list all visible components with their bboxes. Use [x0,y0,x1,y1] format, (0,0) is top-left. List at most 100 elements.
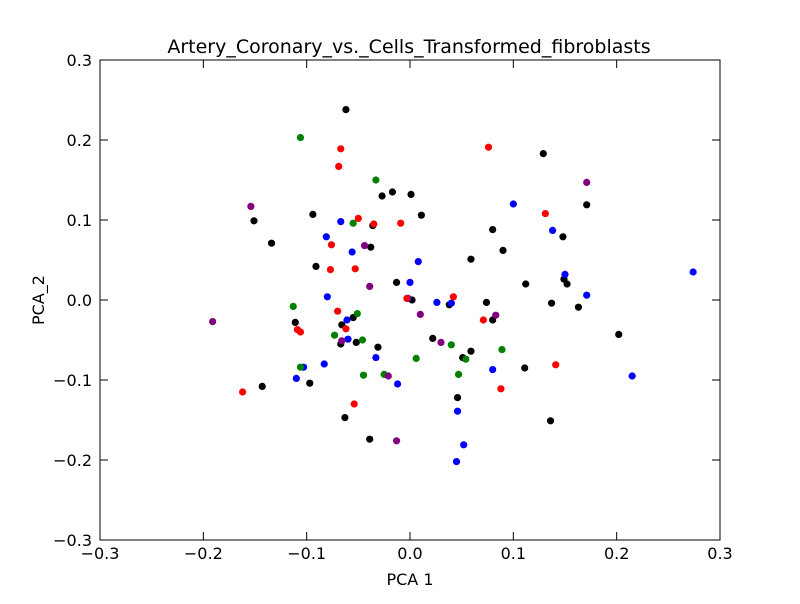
data-point [484,143,493,151]
data-point [366,435,374,443]
data-point [388,188,397,196]
data-point [449,293,457,301]
data-point [374,343,382,351]
data-point [497,385,505,393]
data-point [343,316,351,324]
data-point [453,407,462,415]
data-point [372,354,380,362]
data-point [209,318,217,326]
y-tick-label: 0.2 [67,131,92,150]
data-point [628,372,636,380]
data-point [522,280,530,288]
y-tick-label: −0.2 [53,451,92,470]
data-point [354,214,362,222]
data-point [452,458,461,466]
data-point [342,325,350,333]
data-point [467,347,475,355]
y-tick-label: 0.3 [67,51,92,70]
data-point [489,366,497,374]
data-point [417,211,425,219]
data-point [433,298,441,306]
data-point [489,226,497,234]
data-point [320,360,328,368]
data-point [454,370,463,378]
data-point [392,437,401,445]
data-point [546,417,555,425]
data-point [583,291,591,299]
data-point [372,176,380,184]
data-point [296,134,305,142]
data-point [292,374,300,382]
data-point [322,233,330,241]
data-point [296,363,305,371]
data-point [341,414,349,422]
data-point [416,310,424,318]
data-point [479,316,487,324]
data-point [467,255,475,263]
data-point [549,226,557,234]
data-point [258,382,266,390]
data-point [349,219,357,227]
data-point [392,278,401,286]
chart-title: Artery_Coronary_vs._Cells_Transformed_fi… [167,36,650,58]
data-point [291,318,299,326]
x-tick-label: 0.3 [707,544,732,563]
data-point [351,265,359,273]
data-point [521,364,529,372]
data-point [334,307,342,315]
data-point [437,338,445,346]
data-point [583,201,591,209]
x-tick-label: −0.3 [81,544,120,563]
data-point [447,299,455,307]
scatter-points [209,106,697,466]
data-point [239,388,247,396]
data-point [323,293,331,301]
data-point [370,220,378,228]
data-point [394,380,402,388]
x-axis-label: PCA 1 [386,570,433,589]
y-axis-label: PCA_2 [29,275,49,325]
data-point [306,379,314,387]
y-tick-label: 0.0 [67,291,92,310]
data-point [406,278,414,286]
data-point [429,334,437,342]
data-point [462,355,470,363]
data-point [574,303,583,311]
y-tick-label: −0.3 [53,531,92,550]
data-point [327,241,336,249]
data-point [247,202,255,210]
data-point [358,336,367,344]
data-point [559,233,567,241]
y-axis-ticks: −0.3 −0.2 −0.1 0.0 0.1 0.2 0.3 [53,51,720,550]
x-tick-label: −0.2 [184,544,223,563]
x-tick-label: 0.2 [604,544,629,563]
x-tick-label: −0.1 [287,544,326,563]
data-point [492,311,500,319]
data-point [352,338,360,346]
data-point [403,294,411,302]
data-point [330,331,339,339]
data-point [689,268,697,276]
data-point [267,239,276,247]
data-point [353,310,361,318]
data-point [384,372,392,380]
data-point [547,299,556,307]
data-point [583,178,591,186]
data-point [348,248,356,256]
x-tick-label: 0.0 [397,544,422,563]
data-point [366,282,374,290]
data-point [335,162,343,170]
data-point [337,218,345,226]
data-point [350,400,358,408]
data-point [561,270,569,278]
data-point [360,242,369,250]
data-point [447,341,455,349]
data-point [359,371,368,379]
data-point [539,150,547,158]
data-point [326,266,335,274]
data-point [250,217,258,225]
data-point [312,262,320,270]
y-tick-label: −0.1 [53,371,92,390]
data-point [407,190,415,198]
